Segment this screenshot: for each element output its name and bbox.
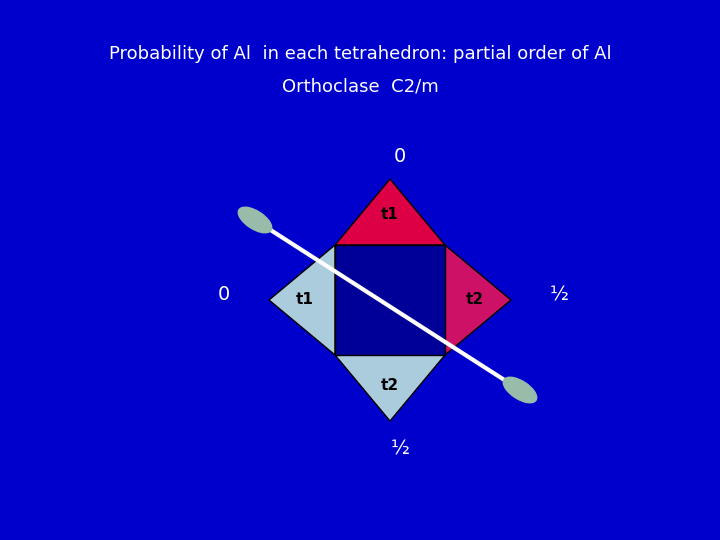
Text: t1: t1 xyxy=(381,207,399,222)
Text: Probability of Al  in each tetrahedron: partial order of Al: Probability of Al in each tetrahedron: p… xyxy=(109,45,611,63)
Text: t2: t2 xyxy=(381,378,399,393)
Text: ½: ½ xyxy=(549,286,569,305)
Text: t1: t1 xyxy=(296,293,314,307)
Ellipse shape xyxy=(238,207,271,233)
Text: Orthoclase  C2/m: Orthoclase C2/m xyxy=(282,77,438,96)
Text: 0: 0 xyxy=(218,286,230,305)
Polygon shape xyxy=(335,355,445,421)
Text: ½: ½ xyxy=(390,440,410,458)
Text: 0: 0 xyxy=(394,147,406,166)
Polygon shape xyxy=(269,245,335,355)
Polygon shape xyxy=(335,179,445,245)
Text: t2: t2 xyxy=(466,293,485,307)
Polygon shape xyxy=(445,245,511,355)
Ellipse shape xyxy=(503,377,536,403)
Polygon shape xyxy=(335,245,445,355)
